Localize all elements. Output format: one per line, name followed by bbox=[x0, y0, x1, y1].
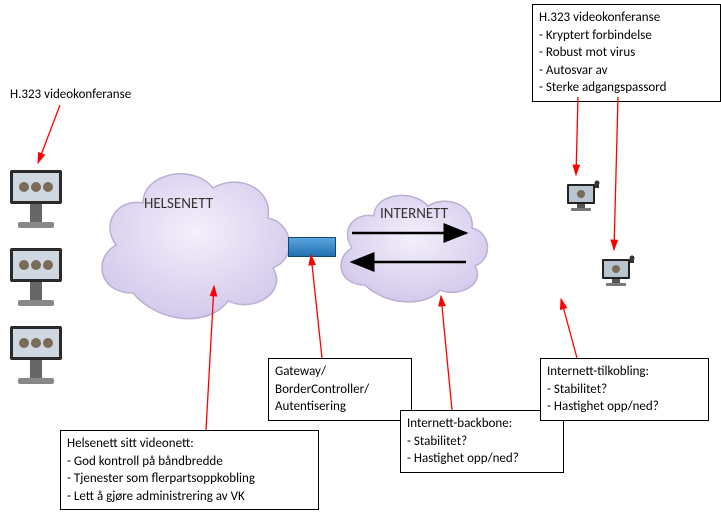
label-top-right: H.323 videokonferanse - Kryptert forbind… bbox=[532, 4, 721, 102]
label-top-left: H.323 videokonferanse bbox=[10, 86, 131, 104]
cloud-helsenett bbox=[88, 153, 298, 333]
label-tilkobling: Internett-tilkobling: - Stabilitet? - Ha… bbox=[540, 358, 709, 421]
bb-title: Internett-backbone: bbox=[407, 415, 557, 433]
tr-item-3: - Sterke adgangspassord bbox=[539, 79, 714, 97]
bl-title: Helsenett sitt videonett: bbox=[67, 435, 312, 453]
device-helsenett-2 bbox=[6, 248, 66, 316]
tr-item-1: - Robust mot virus bbox=[539, 44, 714, 62]
device-helsenett-1 bbox=[6, 170, 66, 238]
cloud-internett bbox=[330, 180, 495, 310]
label-bottom-left: Helsenett sitt videonett: - God kontroll… bbox=[60, 430, 319, 510]
tr-item-0: - Kryptert forbindelse bbox=[539, 27, 714, 45]
device-internett-1 bbox=[565, 180, 603, 220]
label-gateway: Gateway/ BorderController/ Autentisering bbox=[268, 358, 412, 421]
tk-title: Internett-tilkobling: bbox=[547, 363, 702, 381]
label-top-right-title: H.323 videokonferanse bbox=[539, 9, 714, 27]
bb-item-0: - Stabilitet? bbox=[407, 433, 557, 451]
device-helsenett-3 bbox=[6, 326, 66, 394]
bl-item-0: - God kontroll på båndbredde bbox=[67, 453, 312, 471]
tk-item-1: - Hastighet opp/ned? bbox=[547, 398, 702, 416]
bb-item-1: - Hastighet opp/ned? bbox=[407, 450, 557, 468]
bl-item-1: - Tjenester som flerpartsoppkobling bbox=[67, 470, 312, 488]
bl-item-2: - Lett å gjøre administrering av VK bbox=[67, 488, 312, 506]
device-internett-2 bbox=[600, 255, 638, 295]
gateway-node bbox=[288, 237, 336, 257]
tr-item-2: - Autosvar av bbox=[539, 62, 714, 80]
tk-item-0: - Stabilitet? bbox=[547, 381, 702, 399]
cloud-title-internett: INTERNETT bbox=[380, 205, 448, 223]
cloud-title-helsenett: HELSENETT bbox=[144, 195, 213, 213]
